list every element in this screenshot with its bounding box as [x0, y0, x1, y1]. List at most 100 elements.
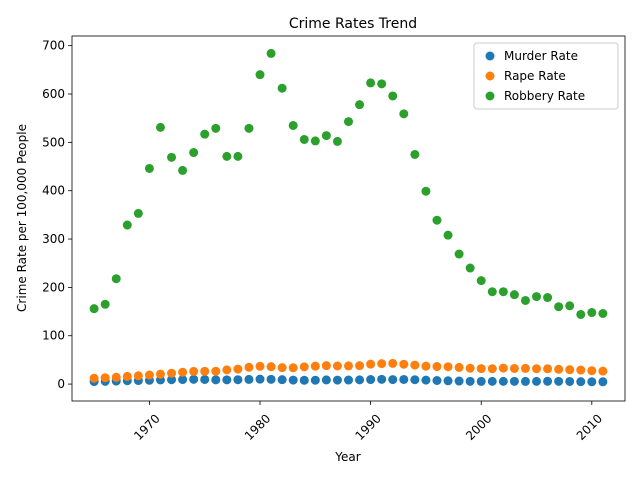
point-rape-rate: [89, 373, 99, 383]
legend-marker: [485, 91, 495, 101]
point-murder-rate: [476, 376, 486, 386]
point-rape-rate: [288, 363, 298, 373]
point-murder-rate: [244, 374, 254, 384]
chart-title: Crime Rates Trend: [289, 16, 417, 32]
point-murder-rate: [565, 376, 575, 386]
point-rape-rate: [167, 368, 177, 378]
point-rape-rate: [432, 362, 442, 372]
point-rape-rate: [310, 361, 320, 371]
point-murder-rate: [520, 376, 530, 386]
point-robbery-rate: [454, 249, 464, 259]
point-robbery-rate: [189, 148, 199, 158]
point-rape-rate: [587, 366, 597, 376]
point-robbery-rate: [498, 287, 508, 297]
point-murder-rate: [543, 376, 553, 386]
point-murder-rate: [233, 375, 243, 385]
point-robbery-rate: [122, 220, 132, 230]
point-rape-rate: [266, 362, 276, 372]
point-rape-rate: [498, 363, 508, 373]
point-murder-rate: [355, 375, 365, 385]
point-robbery-rate: [366, 78, 376, 88]
point-robbery-rate: [410, 149, 420, 159]
point-rape-rate: [543, 364, 553, 374]
data-points: [89, 48, 608, 387]
point-rape-rate: [244, 362, 254, 372]
point-robbery-rate: [421, 186, 431, 196]
point-rape-rate: [100, 373, 110, 383]
point-rape-rate: [554, 364, 564, 374]
point-murder-rate: [189, 374, 199, 384]
point-rape-rate: [144, 370, 154, 380]
point-murder-rate: [410, 375, 420, 385]
point-robbery-rate: [476, 276, 486, 286]
point-rape-rate: [355, 361, 365, 371]
point-murder-rate: [266, 374, 276, 384]
x-tick-label: 1980: [242, 411, 273, 442]
point-rape-rate: [200, 366, 210, 376]
point-murder-rate: [255, 374, 265, 384]
point-rape-rate: [465, 363, 475, 373]
point-robbery-rate: [167, 152, 177, 162]
point-robbery-rate: [443, 230, 453, 240]
point-murder-rate: [344, 375, 353, 385]
point-robbery-rate: [310, 136, 320, 146]
point-rape-rate: [111, 372, 121, 382]
point-robbery-rate: [565, 301, 575, 311]
point-murder-rate: [598, 377, 608, 387]
legend-label: Murder Rate: [504, 49, 578, 63]
point-rape-rate: [476, 364, 486, 374]
point-robbery-rate: [432, 215, 442, 225]
point-murder-rate: [454, 376, 464, 386]
point-robbery-rate: [543, 293, 553, 303]
legend-marker: [485, 51, 495, 61]
series-rape-rate: [89, 358, 608, 383]
point-rape-rate: [532, 364, 542, 374]
point-murder-rate: [366, 375, 376, 385]
y-tick-label: 700: [42, 39, 65, 53]
point-murder-rate: [487, 376, 497, 386]
point-robbery-rate: [399, 109, 409, 119]
point-rape-rate: [189, 366, 199, 376]
legend-marker: [485, 71, 495, 81]
point-robbery-rate: [520, 295, 530, 305]
point-rape-rate: [233, 364, 243, 374]
point-robbery-rate: [587, 308, 597, 318]
series-robbery-rate: [89, 48, 608, 319]
point-rape-rate: [509, 363, 519, 373]
point-robbery-rate: [178, 165, 188, 175]
point-rape-rate: [443, 362, 453, 372]
point-robbery-rate: [554, 302, 564, 312]
point-rape-rate: [520, 363, 530, 373]
point-robbery-rate: [598, 309, 608, 318]
point-murder-rate: [388, 375, 398, 385]
y-axis-label: Crime Rate per 100,000 People: [15, 124, 29, 312]
legend-label: Rape Rate: [504, 69, 566, 83]
point-robbery-rate: [200, 129, 210, 139]
point-murder-rate: [443, 376, 453, 386]
point-rape-rate: [222, 365, 232, 375]
x-axis-ticks: 1970 1980 1990 2000 2010: [131, 401, 605, 443]
point-rape-rate: [321, 361, 331, 371]
point-robbery-rate: [288, 120, 298, 130]
point-robbery-rate: [377, 79, 387, 89]
point-murder-rate: [211, 375, 221, 385]
point-rape-rate: [399, 359, 409, 369]
point-murder-rate: [299, 375, 309, 385]
point-rape-rate: [377, 359, 387, 369]
point-rape-rate: [366, 359, 376, 369]
point-robbery-rate: [211, 123, 221, 133]
point-robbery-rate: [244, 123, 254, 133]
point-rape-rate: [344, 361, 353, 371]
point-murder-rate: [465, 376, 475, 386]
point-murder-rate: [432, 376, 442, 385]
point-robbery-rate: [155, 122, 165, 132]
point-robbery-rate: [89, 304, 99, 314]
y-tick-label: 500: [42, 135, 65, 149]
point-murder-rate: [554, 376, 564, 386]
point-murder-rate: [576, 377, 586, 387]
point-rape-rate: [155, 369, 165, 379]
point-rape-rate: [487, 364, 497, 374]
y-tick-label: 0: [57, 377, 65, 391]
y-tick-label: 200: [42, 280, 65, 294]
point-murder-rate: [498, 376, 508, 386]
